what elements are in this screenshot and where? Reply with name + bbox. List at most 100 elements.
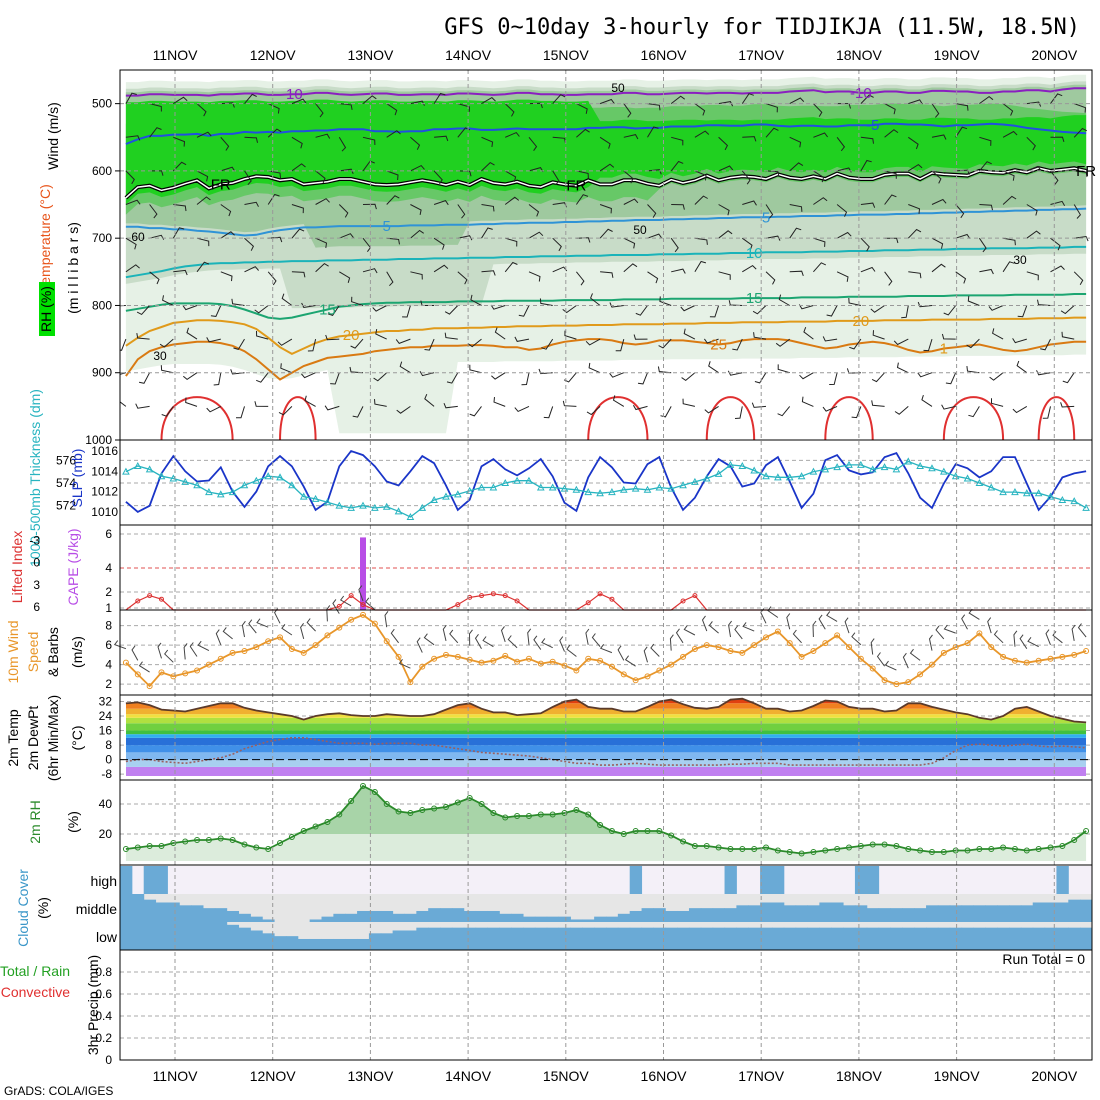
cloud-cover-bar bbox=[700, 927, 714, 951]
wind-barb bbox=[1002, 170, 1015, 181]
thickness-marker bbox=[1058, 495, 1067, 503]
wind-barb bbox=[681, 372, 696, 382]
wind-barb bbox=[836, 204, 848, 217]
wind-barb bbox=[1026, 271, 1039, 281]
wind-barb bbox=[989, 372, 1004, 381]
thickness-marker bbox=[821, 465, 830, 473]
thickness-marker bbox=[880, 463, 889, 471]
date-label-bottom: 13NOV bbox=[347, 1068, 394, 1084]
wind-barb bbox=[741, 93, 754, 104]
rh-ylabel: RH (%) bbox=[38, 286, 54, 332]
wind-speed-line-point bbox=[893, 681, 900, 688]
wind-barb bbox=[539, 298, 553, 306]
wind-barb bbox=[1012, 338, 1027, 344]
wind-speed-line-point bbox=[336, 624, 343, 631]
thickness-marker bbox=[726, 460, 735, 468]
wind-barb bbox=[991, 398, 1004, 407]
surface-wind-barb bbox=[826, 611, 838, 622]
wind-barb bbox=[609, 372, 624, 378]
temp-band bbox=[125, 766, 1087, 776]
cloud-cover-bar bbox=[760, 902, 773, 923]
cloud-ylabel-a: Cloud Cover bbox=[15, 869, 31, 947]
cloud-cover-bar bbox=[416, 910, 429, 923]
wind-barb bbox=[564, 330, 577, 340]
wind-speed-line-point bbox=[573, 667, 580, 674]
wind-barb bbox=[896, 362, 909, 374]
wind-barb bbox=[161, 406, 174, 417]
wind-barb bbox=[469, 406, 482, 417]
cloud-cover-bar bbox=[250, 916, 263, 923]
wind-barb bbox=[267, 271, 277, 286]
rh2m-line-point bbox=[1000, 844, 1007, 851]
wind-barb bbox=[562, 400, 577, 407]
rh2m-line-point bbox=[798, 850, 805, 857]
thickness-marker bbox=[193, 481, 201, 489]
surface-wind-barb bbox=[306, 618, 316, 632]
wind-barb bbox=[647, 169, 662, 175]
rh2m-line-point bbox=[360, 783, 366, 789]
temperature-contour-label: 20 bbox=[343, 327, 360, 344]
thickness-marker bbox=[453, 490, 462, 498]
thickness-marker bbox=[963, 474, 972, 482]
rh2m-line-point bbox=[988, 846, 995, 852]
rh2m-line-point bbox=[300, 828, 307, 834]
precip-tick-label: 0.2 bbox=[95, 1031, 112, 1045]
date-label-bottom: 15NOV bbox=[543, 1068, 590, 1084]
wind-speed-line-point bbox=[1035, 657, 1042, 664]
cloud-cover-bar bbox=[617, 913, 631, 923]
wind-barb bbox=[884, 237, 899, 244]
thickness-marker bbox=[205, 488, 213, 496]
cloud-cover-bar bbox=[914, 908, 927, 923]
wind-barb bbox=[504, 170, 517, 182]
wind-barb bbox=[315, 262, 329, 273]
wind-barb bbox=[433, 237, 445, 250]
wind-speed-line-point bbox=[751, 642, 758, 649]
surface-wind-barb bbox=[734, 625, 743, 640]
date-label-top: 11NOV bbox=[153, 47, 199, 63]
thickness-marker bbox=[1070, 497, 1079, 505]
wind-barb bbox=[718, 101, 734, 107]
thickness-marker bbox=[133, 461, 142, 469]
wind-barb bbox=[931, 103, 940, 118]
wind-barb bbox=[908, 271, 922, 279]
rh2m-line-point bbox=[893, 843, 900, 849]
wind-speed-line-point bbox=[739, 649, 746, 656]
wind-barb bbox=[765, 271, 776, 285]
cape-panel: -3 0 3 6 6 4 2 1 Lifted Index CAPE (J/kg) bbox=[9, 527, 1092, 615]
lifted-index-point bbox=[158, 596, 164, 602]
cloud-cover-bar bbox=[1080, 927, 1093, 951]
rh2m-line-point bbox=[205, 837, 212, 843]
cloud-cover-bar bbox=[629, 927, 643, 951]
thickness-marker bbox=[442, 492, 450, 500]
lifted-index-point bbox=[597, 591, 603, 597]
date-label-bottom: 19NOV bbox=[934, 1068, 981, 1084]
surface-wind-barb bbox=[222, 627, 233, 640]
cloud-cover-bar bbox=[202, 908, 216, 923]
wind-speed-line-point bbox=[964, 640, 971, 647]
wind-barb bbox=[849, 338, 862, 350]
cloud-cover-bar bbox=[926, 927, 939, 951]
wind-barb bbox=[979, 136, 992, 146]
wind-speed-line-point bbox=[691, 646, 698, 653]
cloud-cover-bar bbox=[511, 927, 524, 951]
wind-speed-line-point bbox=[786, 640, 793, 647]
wind-speed-line-point bbox=[644, 673, 651, 680]
cloud-cover-bar bbox=[807, 927, 820, 951]
thickness-marker bbox=[335, 501, 344, 509]
wind-barb bbox=[789, 97, 805, 105]
cape-bar bbox=[360, 537, 366, 610]
thickness-line bbox=[125, 460, 1087, 518]
rh2m-line-point bbox=[739, 846, 746, 852]
cloud-cover-bar bbox=[463, 927, 477, 951]
wind-speed-line-point bbox=[917, 671, 924, 678]
panel-tick-label: 20 bbox=[99, 827, 113, 841]
thickness-marker bbox=[845, 460, 853, 468]
wind-barb bbox=[552, 136, 566, 144]
rh2m-line-point bbox=[514, 813, 521, 819]
cloud-cover-bar bbox=[368, 910, 382, 923]
panel-tick-label: 572 bbox=[56, 499, 76, 513]
cloud-cover-bar bbox=[949, 927, 963, 951]
rh-ylabel-swatch bbox=[39, 282, 55, 336]
wind-barb bbox=[647, 126, 659, 138]
wind-barb bbox=[884, 194, 897, 205]
